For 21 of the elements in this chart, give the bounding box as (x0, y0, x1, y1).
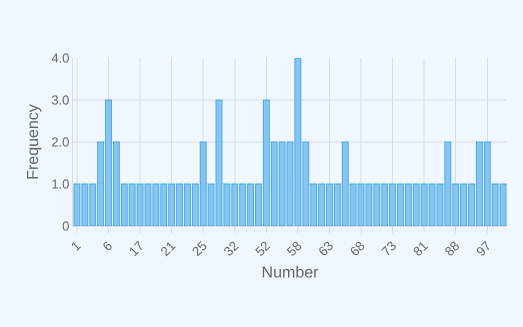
y-axis-title: Frequency (25, 104, 42, 180)
y-tick-label: 4.0 (51, 50, 70, 66)
x-tick-label: 25 (189, 238, 210, 260)
x-tick-label: 52 (252, 238, 274, 260)
x-tick-label: 21 (158, 238, 178, 260)
x-tick-label: 97 (473, 238, 494, 260)
x-tick-label: 63 (315, 238, 336, 260)
y-tick-label: 1.0 (51, 176, 70, 192)
y-tick-label: 0 (62, 218, 70, 234)
x-axis-title: Number (262, 264, 320, 282)
x-tick-label: 81 (410, 238, 431, 260)
x-tick-label: 58 (284, 238, 305, 260)
x-tick-label: 1 (68, 238, 84, 254)
x-tick-label: 32 (220, 238, 242, 260)
x-tick-label: 17 (126, 238, 147, 260)
x-tick-label: 73 (378, 238, 400, 260)
y-tick-label: 2.0 (51, 134, 70, 150)
x-tick-label: 88 (442, 238, 462, 260)
x-tick-label: 68 (346, 238, 368, 260)
y-tick-label: 3.0 (51, 92, 70, 108)
x-tick-label: 6 (100, 238, 116, 254)
